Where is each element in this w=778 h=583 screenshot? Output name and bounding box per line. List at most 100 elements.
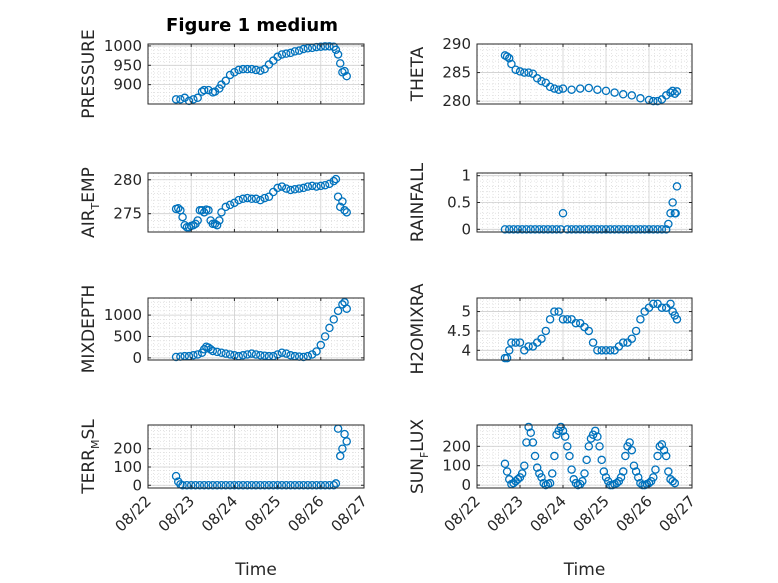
x-tick-label: 08/23 <box>484 492 527 535</box>
y-tick-label: 0 <box>132 349 142 367</box>
data-point <box>331 479 341 488</box>
grid-minor <box>148 44 364 105</box>
y-tick-label: 200 <box>442 437 471 455</box>
data-point <box>520 461 529 470</box>
data-point <box>221 481 231 490</box>
data-point <box>316 42 326 51</box>
x-tick-label: 08/25 <box>241 492 284 535</box>
data-point <box>342 208 351 217</box>
series-markers <box>500 182 682 234</box>
data-point <box>556 225 566 234</box>
data-point <box>243 350 252 359</box>
grid-minor <box>477 298 692 360</box>
data-point <box>588 338 598 347</box>
data-point <box>230 68 239 77</box>
data-point <box>582 455 591 465</box>
data-point <box>671 208 680 218</box>
data-point <box>294 46 304 55</box>
data-point <box>290 47 300 56</box>
y-axis-label: MIXDEPTH <box>79 285 99 374</box>
data-point <box>247 349 256 358</box>
data-point <box>294 184 304 193</box>
data-point <box>524 342 533 351</box>
data-point <box>595 442 604 451</box>
data-point <box>333 192 343 201</box>
data-point <box>193 350 202 359</box>
data-point <box>502 353 512 363</box>
data-point <box>329 481 339 490</box>
data-point <box>256 481 265 490</box>
data-point <box>500 225 510 234</box>
series-markers <box>500 422 680 490</box>
data-point <box>517 469 527 478</box>
data-point <box>520 68 529 77</box>
data-point <box>618 338 628 347</box>
data-point <box>178 212 187 222</box>
data-point <box>299 481 308 490</box>
data-point <box>623 225 632 234</box>
data-point <box>316 181 326 191</box>
data-point <box>524 68 533 77</box>
data-point <box>672 315 682 324</box>
y-tick-label: 200 <box>113 440 142 458</box>
data-point <box>251 481 261 490</box>
data-point <box>281 481 291 490</box>
data-point <box>593 432 602 441</box>
data-point <box>539 225 548 234</box>
x-tick-label: 08/23 <box>155 492 198 535</box>
data-point <box>215 216 224 225</box>
series-markers <box>500 51 682 106</box>
data-point <box>526 428 536 438</box>
y-tick-label: 285 <box>442 64 471 82</box>
y-tick-label: 0 <box>132 476 142 494</box>
data-point <box>515 67 525 76</box>
data-point <box>340 429 349 439</box>
y-tick-label: 275 <box>113 205 142 223</box>
data-point <box>649 473 658 482</box>
y-tick-label: 290 <box>442 35 471 53</box>
data-point <box>657 440 667 449</box>
data-point <box>606 225 615 234</box>
data-point <box>528 69 538 78</box>
data-point <box>225 200 235 210</box>
data-point <box>189 351 198 360</box>
data-point <box>182 481 192 490</box>
data-point <box>515 338 525 347</box>
data-point <box>524 422 533 432</box>
data-point <box>193 216 202 225</box>
y-axis-label: AIRTEMP <box>79 167 102 238</box>
data-point <box>627 225 637 234</box>
data-point <box>338 197 347 206</box>
data-point <box>230 198 239 208</box>
data-point <box>664 219 673 229</box>
data-point <box>208 481 218 490</box>
y-axis-label-suffix: LUX <box>408 419 428 452</box>
data-point <box>197 206 207 215</box>
data-point <box>178 481 187 490</box>
data-point <box>550 451 559 461</box>
y-axis-label-suffix: SL <box>79 419 99 440</box>
data-point <box>247 64 256 74</box>
data-point <box>243 193 252 203</box>
data-point <box>631 467 641 476</box>
data-point <box>571 318 581 328</box>
data-point <box>618 225 628 234</box>
y-axis-label-text: TERR <box>79 449 99 495</box>
data-point <box>186 481 196 490</box>
data-point <box>307 181 317 191</box>
data-point <box>331 45 341 55</box>
data-point <box>193 93 202 103</box>
y-axis-label-text: H2OMIXRA <box>408 283 428 374</box>
data-point <box>340 66 349 76</box>
data-point <box>584 225 594 234</box>
data-point <box>575 84 585 93</box>
data-point <box>661 451 671 461</box>
data-point <box>530 225 540 234</box>
data-point <box>627 334 637 343</box>
data-point <box>320 332 330 341</box>
data-point <box>670 478 680 488</box>
data-point <box>535 225 544 234</box>
